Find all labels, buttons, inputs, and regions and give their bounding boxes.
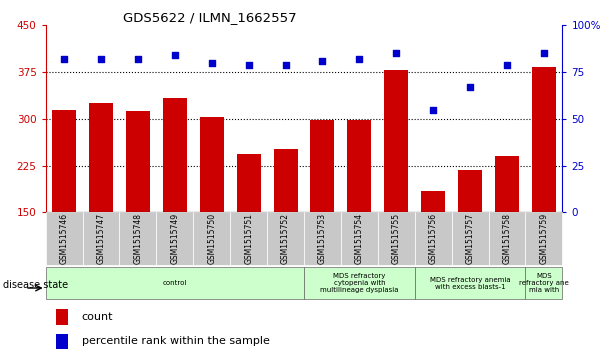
Bar	[525, 267, 562, 299]
Bar	[495, 156, 519, 212]
Text: GSM1515754: GSM1515754	[355, 213, 364, 264]
Bar	[156, 212, 193, 265]
Point	[354, 56, 364, 62]
Bar	[304, 267, 415, 299]
Bar	[237, 154, 261, 212]
Text: GSM1515750: GSM1515750	[207, 213, 216, 264]
Text: GSM1515755: GSM1515755	[392, 213, 401, 264]
Bar	[199, 117, 224, 212]
Point	[539, 50, 549, 56]
Bar	[163, 98, 187, 212]
Point	[317, 58, 327, 64]
Text: control: control	[162, 280, 187, 286]
Bar	[525, 212, 562, 265]
Text: GSM1515747: GSM1515747	[97, 213, 105, 264]
Bar	[193, 212, 230, 265]
Point	[59, 56, 69, 62]
Bar	[347, 119, 371, 212]
Text: GSM1515749: GSM1515749	[170, 213, 179, 264]
Bar	[46, 212, 83, 265]
Text: GSM1515758: GSM1515758	[503, 213, 511, 264]
Point	[392, 50, 401, 56]
Point	[170, 52, 179, 58]
Point	[428, 107, 438, 113]
Bar	[489, 212, 525, 265]
Text: MDS refractory
cytopenia with
multilineage dysplasia: MDS refractory cytopenia with multilinea…	[320, 273, 399, 293]
Bar	[126, 111, 150, 212]
Bar	[83, 212, 119, 265]
Point	[133, 56, 143, 62]
Bar	[378, 212, 415, 265]
Bar	[311, 120, 334, 212]
Text: GSM1515753: GSM1515753	[318, 213, 327, 264]
Text: GSM1515752: GSM1515752	[281, 213, 290, 264]
Text: GSM1515748: GSM1515748	[133, 213, 142, 264]
Bar	[421, 191, 445, 212]
Point	[502, 62, 512, 68]
Bar	[119, 212, 156, 265]
Text: MDS refractory anemia
with excess blasts-1: MDS refractory anemia with excess blasts…	[430, 277, 511, 290]
Bar	[458, 170, 482, 212]
Text: GSM1515746: GSM1515746	[60, 213, 69, 264]
Bar	[267, 212, 304, 265]
Point	[244, 62, 254, 68]
Bar	[230, 212, 267, 265]
Text: MDS
refractory ane
mia with: MDS refractory ane mia with	[519, 273, 569, 293]
Bar	[304, 212, 341, 265]
Text: GSM1515757: GSM1515757	[466, 213, 475, 264]
Bar	[274, 149, 297, 212]
Bar	[415, 212, 452, 265]
Text: disease state: disease state	[3, 280, 68, 290]
Text: GSM1515756: GSM1515756	[429, 213, 438, 264]
Bar	[452, 212, 489, 265]
Bar	[89, 103, 113, 212]
Bar	[341, 212, 378, 265]
Bar	[56, 309, 68, 325]
Point	[96, 56, 106, 62]
Point	[465, 84, 475, 90]
Bar	[46, 267, 304, 299]
Bar	[56, 334, 68, 350]
Bar	[384, 70, 409, 212]
Text: count: count	[81, 312, 113, 322]
Bar	[415, 267, 525, 299]
Text: GSM1515759: GSM1515759	[539, 213, 548, 264]
Bar	[532, 67, 556, 212]
Point	[281, 62, 291, 68]
Text: percentile rank within the sample: percentile rank within the sample	[81, 337, 270, 346]
Text: GDS5622 / ILMN_1662557: GDS5622 / ILMN_1662557	[123, 11, 297, 24]
Bar	[52, 110, 76, 212]
Point	[207, 60, 216, 66]
Text: GSM1515751: GSM1515751	[244, 213, 253, 264]
